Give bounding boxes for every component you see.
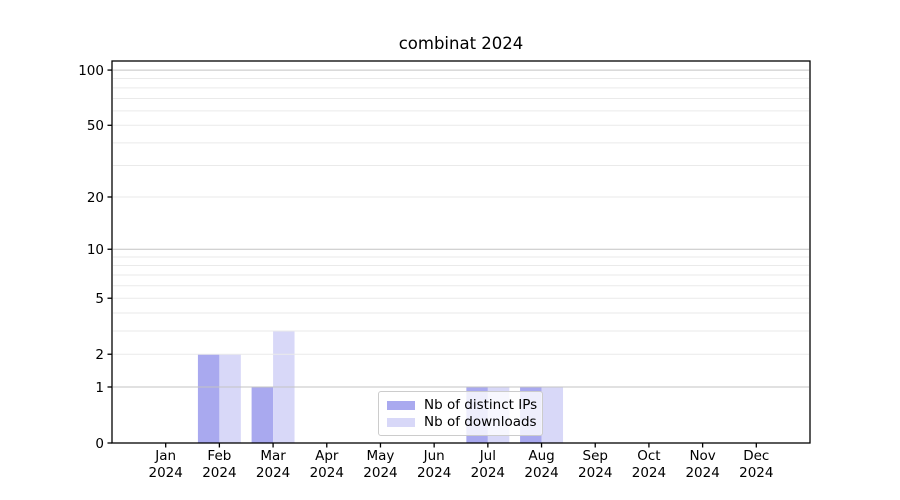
x-tick-label-oct: Oct bbox=[637, 448, 660, 464]
y-tick-label-2: 2 bbox=[95, 347, 104, 363]
x-tick-label-jun-year: 2024 bbox=[417, 465, 451, 481]
x-tick-label-may-year: 2024 bbox=[363, 465, 397, 481]
x-tick-label-apr: Apr bbox=[315, 448, 339, 464]
legend-item-distinct-ips: Nb of distinct IPs bbox=[387, 397, 538, 414]
y-tick-label-10: 10 bbox=[87, 242, 104, 258]
legend-item-downloads: Nb of downloads bbox=[387, 414, 537, 431]
x-tick-label-dec-year: 2024 bbox=[739, 465, 773, 481]
y-tick-label-50: 50 bbox=[87, 118, 104, 134]
chart-title: combinat 2024 bbox=[398, 34, 524, 53]
bar-nb-of-distinct-ips-feb bbox=[197, 354, 220, 443]
x-tick-label-nov: Nov bbox=[689, 448, 715, 464]
x-tick-label-feb-year: 2024 bbox=[202, 465, 236, 481]
y-tick-label-0: 0 bbox=[95, 436, 104, 452]
x-tick-label-sep: Sep bbox=[583, 448, 608, 464]
legend-swatch-downloads bbox=[387, 418, 415, 427]
x-tick-label-feb: Feb bbox=[207, 448, 231, 464]
x-tick-label-mar: Mar bbox=[260, 448, 286, 464]
x-tick-label-jul: Jul bbox=[479, 448, 496, 464]
legend-label-distinct-ips: Nb of distinct IPs bbox=[424, 397, 538, 413]
bar-nb-of-downloads-feb bbox=[219, 354, 241, 443]
x-tick-label-aug: Aug bbox=[528, 448, 554, 464]
x-tick-label-jan-year: 2024 bbox=[149, 465, 183, 481]
x-tick-label-sep-year: 2024 bbox=[578, 465, 612, 481]
x-tick-label-jul-year: 2024 bbox=[471, 465, 505, 481]
bar-nb-of-downloads-aug bbox=[541, 386, 564, 443]
y-tick-label-100: 100 bbox=[78, 63, 104, 79]
x-tick-label-apr-year: 2024 bbox=[310, 465, 344, 481]
x-tick-label-jan: Jan bbox=[154, 448, 176, 464]
y-tick-label-20: 20 bbox=[87, 190, 104, 206]
x-tick-label-oct-year: 2024 bbox=[632, 465, 666, 481]
y-tick-label-1: 1 bbox=[95, 380, 104, 396]
y-tick-label-5: 5 bbox=[95, 291, 104, 307]
plot-spines bbox=[111, 60, 811, 444]
legend: Nb of distinct IPs Nb of downloads bbox=[378, 391, 543, 436]
x-tick-label-aug-year: 2024 bbox=[524, 465, 558, 481]
legend-label-downloads: Nb of downloads bbox=[424, 414, 537, 430]
legend-swatch-distinct-ips bbox=[387, 401, 415, 410]
x-tick-label-jun: Jun bbox=[423, 448, 445, 464]
x-tick-label-mar-year: 2024 bbox=[256, 465, 290, 481]
x-tick-label-dec: Dec bbox=[743, 448, 769, 464]
x-tick-label-may: May bbox=[366, 448, 394, 464]
x-tick-label-nov-year: 2024 bbox=[685, 465, 719, 481]
bar-nb-of-distinct-ips-mar bbox=[251, 386, 274, 443]
